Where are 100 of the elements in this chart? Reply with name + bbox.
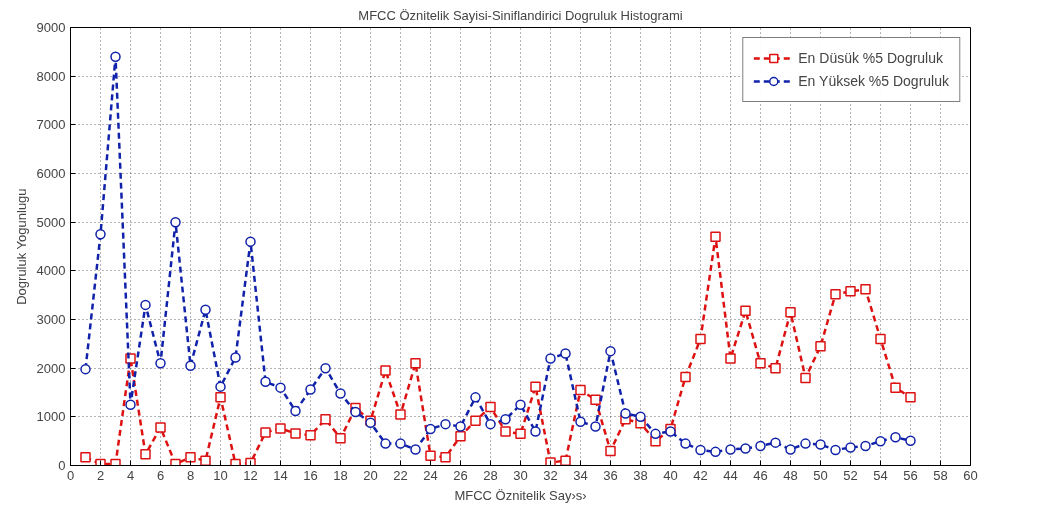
point	[590, 394, 601, 406]
point	[875, 435, 886, 447]
point	[800, 438, 811, 449]
point	[680, 438, 691, 449]
x-tick-label: 46	[753, 467, 768, 483]
x-tick-label: 60	[963, 467, 978, 483]
y-tick-label: 6000	[36, 166, 66, 181]
x-tick-label: 36	[603, 467, 618, 483]
y-tick-label: 5000	[36, 214, 66, 230]
point	[140, 449, 151, 460]
point	[785, 444, 796, 455]
point	[905, 435, 916, 446]
point	[845, 442, 856, 453]
point	[395, 409, 406, 420]
point	[410, 358, 421, 369]
point	[200, 455, 211, 466]
point	[815, 439, 826, 450]
point	[320, 362, 331, 374]
point	[545, 353, 556, 364]
point	[770, 437, 781, 448]
point	[290, 428, 301, 439]
x-tick-label: 32	[543, 467, 558, 483]
point	[680, 371, 691, 383]
point	[440, 418, 451, 430]
point	[695, 444, 706, 456]
point	[620, 408, 631, 419]
x-tick-label: 52	[843, 467, 858, 483]
point	[485, 418, 496, 430]
point	[350, 406, 361, 418]
point	[185, 451, 196, 463]
point	[890, 382, 901, 393]
point	[800, 372, 811, 384]
x-tick-label: 58	[933, 467, 948, 483]
point	[395, 438, 406, 449]
point	[725, 444, 736, 455]
x-tick-label: 30	[513, 467, 528, 483]
x-tick-label: 12	[243, 467, 258, 483]
point	[140, 299, 151, 311]
x-tick-label: 8	[186, 467, 195, 483]
chart-title: MFCC Öznitelik Sayisi-Siniflandirici Dogruluk Histogrami	[358, 7, 683, 23]
point	[785, 306, 796, 318]
point	[740, 305, 751, 316]
point	[575, 384, 586, 396]
point	[380, 365, 391, 376]
point	[515, 428, 526, 440]
point	[185, 360, 196, 371]
point	[830, 444, 841, 456]
point	[710, 446, 721, 458]
point	[530, 381, 541, 392]
x-tick-label: 2	[96, 467, 105, 483]
point	[605, 345, 616, 357]
point	[260, 427, 271, 438]
x-tick-label: 28	[483, 467, 498, 483]
point	[170, 216, 181, 228]
point	[305, 384, 316, 395]
x-tick-label: 4	[126, 467, 135, 483]
x-tick-label: 26	[453, 467, 468, 483]
y-tick-label: 2000	[36, 360, 66, 376]
point	[215, 392, 226, 403]
point	[245, 457, 256, 466]
x-tick-label: 44	[723, 467, 738, 483]
point	[905, 392, 916, 403]
point	[230, 458, 241, 466]
point	[155, 422, 166, 433]
point	[125, 399, 136, 410]
point	[545, 457, 556, 466]
x-tick-label: 6	[156, 467, 165, 483]
y-tick-label: 8000	[36, 68, 66, 84]
point	[275, 423, 286, 434]
point	[590, 421, 601, 432]
point	[335, 388, 346, 399]
point	[335, 433, 346, 444]
x-tick-label: 34	[573, 467, 588, 483]
x-tick-label: 40	[663, 467, 678, 483]
y-tick-label: 4000	[36, 263, 66, 279]
point	[560, 455, 571, 466]
point	[455, 431, 466, 442]
point	[215, 381, 226, 392]
point	[80, 363, 91, 375]
x-tick-label: 14	[273, 467, 288, 483]
x-tick-label: 24	[423, 467, 438, 483]
point	[635, 411, 646, 423]
x-axis-title: MFCC Öznitelik Say›s›	[454, 487, 587, 503]
point	[200, 304, 211, 316]
y-tick-label: 7000	[36, 117, 66, 133]
point	[860, 440, 871, 452]
point	[95, 229, 106, 240]
legend-label: En Yüksek %5 Dogruluk	[798, 73, 949, 89]
point	[530, 426, 541, 437]
point	[260, 376, 271, 388]
point	[575, 416, 586, 427]
legend-label: En Düsük %5 Dogruluk	[798, 50, 944, 66]
point	[755, 358, 766, 369]
y-tick-label: 9000	[36, 20, 66, 35]
y-tick-label: 1000	[36, 409, 66, 425]
point	[890, 432, 901, 443]
point	[245, 236, 256, 247]
point	[440, 451, 451, 463]
x-tick-label: 10	[213, 467, 228, 483]
point	[155, 358, 166, 369]
